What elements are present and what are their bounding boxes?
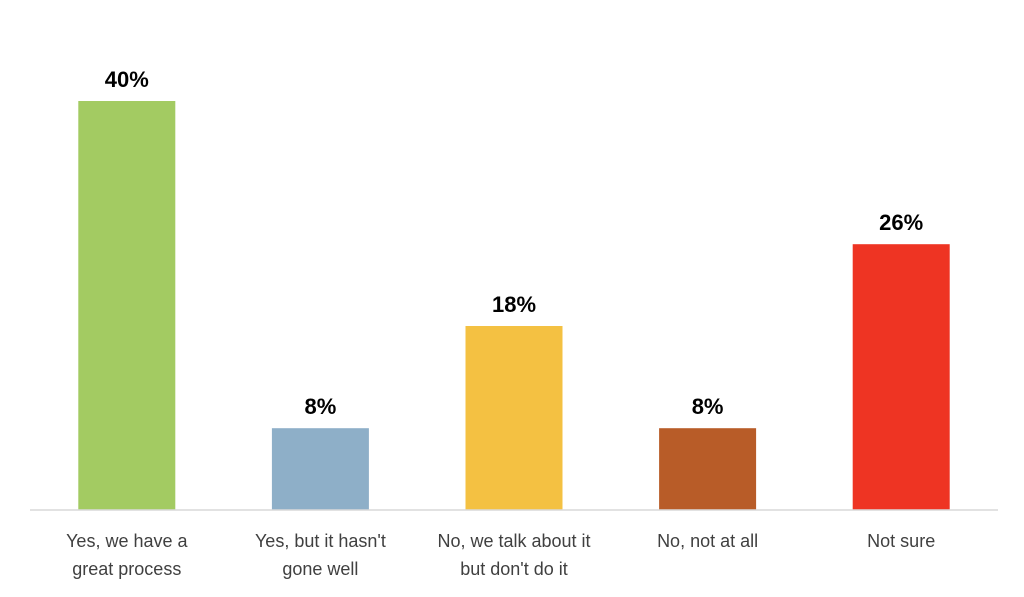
- category-label-5: Not sure: [867, 531, 935, 551]
- value-labels-group: 40% 8% 18% 8% 26%: [105, 67, 923, 419]
- bar-2: [271, 428, 369, 510]
- category-label-1: Yes, we have a great process: [66, 531, 188, 579]
- category-label-line: No, we talk about it: [437, 531, 590, 551]
- bar-4: [659, 428, 757, 510]
- category-labels-group: Yes, we have a great process Yes, but it h…: [66, 531, 935, 579]
- category-label-line: gone well: [282, 559, 358, 579]
- category-label-line: Yes, but it hasn't: [255, 531, 386, 551]
- category-label-2: Yes, but it hasn't gone well: [255, 531, 386, 579]
- category-label-4: No, not at all: [657, 531, 758, 551]
- value-label-2: 8%: [305, 394, 337, 419]
- value-label-5: 26%: [879, 210, 923, 235]
- value-label-3: 18%: [492, 292, 536, 317]
- category-label-line: No, not at all: [657, 531, 758, 551]
- value-label-1: 40%: [105, 67, 149, 92]
- bar-1: [78, 101, 176, 510]
- value-label-4: 8%: [692, 394, 724, 419]
- category-label-line: Yes, we have a: [66, 531, 188, 551]
- bars-group: [78, 101, 950, 510]
- bar-3: [465, 326, 563, 510]
- category-label-line: great process: [72, 559, 181, 579]
- category-label-line: but don't do it: [460, 559, 568, 579]
- category-label-3: No, we talk about it but don't do it: [437, 531, 590, 579]
- bar-5: [852, 244, 950, 510]
- category-label-line: Not sure: [867, 531, 935, 551]
